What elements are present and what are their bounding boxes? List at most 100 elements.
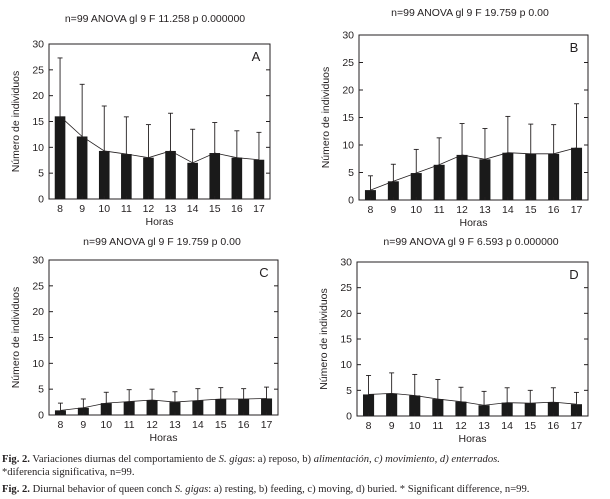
x-tick-label: 12 xyxy=(146,419,158,431)
bar xyxy=(209,153,221,199)
x-axis-label: Horas xyxy=(458,433,486,445)
x-tick-label: 17 xyxy=(571,420,583,432)
y-tick-label: 25 xyxy=(32,280,44,292)
y-tick-label: 30 xyxy=(32,39,44,51)
bar xyxy=(548,153,560,200)
chart-title: n=99 ANOVA gl 9 F 11.258 p 0.000000 xyxy=(65,13,245,25)
chart-title: n=99 ANOVA gl 9 F 19.759 p 0.00 xyxy=(83,236,241,248)
bar xyxy=(433,164,445,200)
x-tick-label: 12 xyxy=(143,203,155,215)
bar xyxy=(455,401,467,416)
x-tick-label: 15 xyxy=(524,420,536,432)
bar xyxy=(410,173,422,200)
bar xyxy=(547,402,559,416)
y-axis-label: Número de individuos xyxy=(10,287,22,389)
y-tick-label: 20 xyxy=(32,306,44,318)
bar xyxy=(143,157,154,199)
x-tick-label: 15 xyxy=(215,419,227,431)
y-tick-label: 5 xyxy=(346,385,352,397)
x-tick-label: 8 xyxy=(368,204,374,216)
caption-en-text-2: : a) resting, b) feeding, c) moving, d) … xyxy=(208,484,530,495)
bar xyxy=(502,152,514,200)
trend-line xyxy=(370,147,577,191)
y-tick-label: 5 xyxy=(348,167,354,179)
y-tick-label: 5 xyxy=(38,168,44,180)
y-axis-label: Número de individuos xyxy=(318,288,330,390)
bar xyxy=(456,154,468,200)
y-tick-label: 5 xyxy=(38,384,44,396)
y-tick-label: 30 xyxy=(342,30,354,42)
x-tick-label: 9 xyxy=(80,419,86,431)
bar xyxy=(169,402,181,415)
x-tick-label: 16 xyxy=(238,419,250,431)
y-tick-label: 30 xyxy=(340,257,352,269)
bar xyxy=(123,401,135,415)
panel-letter: D xyxy=(569,267,578,282)
bar xyxy=(570,404,582,416)
bar xyxy=(100,403,112,415)
bar xyxy=(253,159,265,199)
x-axis-label: Horas xyxy=(149,432,177,444)
caption-es-text-2: : a) reposo, b) xyxy=(252,454,314,465)
bar xyxy=(146,400,158,415)
x-tick-label: 13 xyxy=(165,203,177,215)
y-tick-label: 20 xyxy=(342,85,354,97)
chart-panel-b: n=99 ANOVA gl 9 F 19.759 p 0.00 B 0 5 10 15 20… xyxy=(320,7,589,229)
x-tick-label: 16 xyxy=(548,204,560,216)
bar xyxy=(525,153,537,200)
x-tick-label: 14 xyxy=(501,420,513,432)
bar xyxy=(231,157,243,199)
x-tick-label: 16 xyxy=(231,203,243,215)
bar xyxy=(386,393,398,416)
caption-es-line2: *diferencia significativa, n=99. xyxy=(2,467,135,478)
x-tick-label: 11 xyxy=(121,203,132,215)
trend-line xyxy=(368,393,577,406)
y-tick-label: 0 xyxy=(38,410,44,422)
x-tick-label: 16 xyxy=(548,420,560,432)
bar xyxy=(192,400,204,415)
figure-caption-english: Fig. 2. Diurnal behavior of queen conch … xyxy=(2,483,608,496)
x-axis-label: Horas xyxy=(459,217,487,229)
bar xyxy=(76,136,88,199)
bar xyxy=(77,407,89,415)
figure-panels: n=99 ANOVA gl 9 F 11.258 p 0.000000 A 0 5 10… xyxy=(10,7,589,445)
y-tick-label: 20 xyxy=(32,90,44,102)
bar xyxy=(479,159,491,200)
y-tick-label: 30 xyxy=(32,255,44,267)
x-tick-label: 15 xyxy=(209,203,221,215)
y-tick-label: 25 xyxy=(340,282,352,294)
y-tick-label: 10 xyxy=(32,358,44,370)
x-tick-label: 12 xyxy=(455,420,467,432)
y-tick-label: 25 xyxy=(32,64,44,76)
bar xyxy=(187,162,198,199)
x-tick-label: 10 xyxy=(410,204,422,216)
caption-es-label: Fig. 2. xyxy=(2,454,30,465)
x-tick-label: 15 xyxy=(525,204,537,216)
y-tick-label: 0 xyxy=(346,411,352,423)
x-tick-label: 10 xyxy=(98,203,110,215)
bar xyxy=(98,150,110,199)
x-tick-label: 13 xyxy=(479,204,491,216)
x-tick-label: 17 xyxy=(261,419,273,431)
chart-panel-c: n=99 ANOVA gl 9 F 19.759 p 0.00 C 0 5 10 15 20… xyxy=(10,236,279,444)
caption-es-species: S. gigas xyxy=(218,454,253,465)
x-tick-label: 11 xyxy=(432,420,443,432)
x-tick-label: 9 xyxy=(79,203,85,215)
x-tick-label: 11 xyxy=(124,419,135,431)
bar xyxy=(54,116,66,199)
bar xyxy=(501,402,513,416)
bar xyxy=(238,398,250,415)
bar xyxy=(215,398,227,415)
x-axis-label: Horas xyxy=(145,216,173,228)
bar xyxy=(478,405,490,416)
x-tick-label: 13 xyxy=(169,419,181,431)
figure-caption-spanish: Fig. 2. Variaciones diurnas del comporta… xyxy=(2,453,608,466)
caption-en-text-1: Diurnal behavior of queen conch xyxy=(29,484,175,495)
x-tick-label: 12 xyxy=(456,204,468,216)
x-tick-label: 9 xyxy=(390,204,396,216)
chart-title: n=99 ANOVA gl 9 F 6.593 p 0.000000 xyxy=(383,236,558,248)
x-tick-label: 8 xyxy=(366,420,372,432)
caption-en-species: S. gigas xyxy=(174,484,209,495)
bar xyxy=(165,150,176,199)
x-tick-label: 17 xyxy=(253,203,265,215)
